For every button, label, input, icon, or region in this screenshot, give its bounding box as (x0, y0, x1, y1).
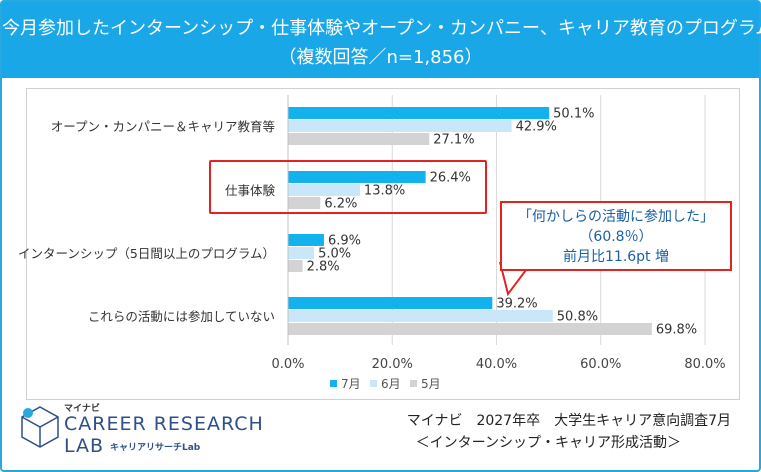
legend-swatch (330, 380, 337, 387)
data-label: 6.2% (324, 197, 357, 212)
bar-jul (288, 297, 493, 309)
career-research-lab-logo: マイナビ CAREER RESEARCH LAB キャリアリサーチLab (18, 395, 263, 457)
bar-jul (288, 171, 426, 183)
category-label: 仕事体験 (225, 183, 276, 198)
data-label: 27.1% (433, 133, 474, 148)
callout-box: 「何かしらの活動に参加した」 （60.8％） 前月比11.6pt 増 (500, 201, 732, 271)
bar-jun (288, 247, 315, 259)
data-label: 26.4% (430, 171, 471, 186)
bar-jun (288, 310, 553, 322)
legend-label: 6月 (381, 377, 401, 391)
data-label: 2.8% (307, 260, 340, 275)
logo-brand: マイナビ (64, 404, 100, 414)
category-label: これらの活動には参加していない (88, 309, 275, 324)
callout-line3: 前月比11.6pt 増 (563, 249, 669, 265)
bar-may (288, 260, 303, 272)
logo-line1: CAREER RESEARCH (64, 413, 264, 435)
data-label: 5.0% (318, 247, 351, 262)
cube-logo-icon (21, 406, 59, 448)
bar-jul (288, 107, 550, 119)
data-label: 13.8% (364, 184, 405, 199)
plot-area (26, 88, 740, 400)
bar-jun (288, 120, 512, 132)
source-line1: マイナビ 2027年卒 大学生キャリア意向調査7月 (406, 413, 731, 429)
legend-label: 7月 (341, 377, 361, 391)
bar-jul (288, 234, 324, 246)
logo-line2: LAB (64, 435, 105, 457)
x-tick-label: 60.0% (580, 357, 621, 372)
data-label: 69.8% (656, 323, 697, 338)
chart-header: 今月参加したインターンシップ・仕事体験やオープン・カンパニー、キャリア教育のプロ… (2, 2, 761, 78)
data-label: 50.1% (553, 107, 594, 122)
chart-subtitle: （複数回答／n=1,856） (278, 47, 483, 68)
category-label: オープン・カンパニー＆キャリア教育等 (51, 119, 275, 134)
bar-may (288, 133, 430, 145)
legend-swatch (370, 380, 377, 387)
bar-jun (288, 184, 360, 196)
data-label: 6.9% (328, 234, 361, 249)
legend-label: 5月 (421, 377, 441, 391)
x-tick-label: 20.0% (372, 357, 413, 372)
chart-title: 今月参加したインターンシップ・仕事体験やオープン・カンパニー、キャリア教育のプロ… (2, 18, 761, 39)
x-tick-label: 0.0% (271, 357, 304, 372)
x-tick-label: 40.0% (476, 357, 517, 372)
data-label: 42.9% (516, 120, 557, 135)
bar-may (288, 323, 652, 335)
logo-line3: キャリアリサーチLab (110, 443, 201, 453)
legend-swatch (410, 380, 417, 387)
callout-line1: 「何かしらの活動に参加した」 (518, 209, 714, 225)
data-label: 39.2% (496, 297, 537, 312)
source-line2: ＜インターンシップ・キャリア形成活動＞ (415, 435, 681, 451)
bar-may (288, 197, 321, 209)
data-label: 50.8% (557, 310, 598, 325)
callout-line2: （60.8％） (579, 229, 653, 245)
x-tick-label: 80.0% (684, 357, 725, 372)
category-label: インターンシップ（5日間以上のプログラム） (18, 246, 275, 261)
highlight-box-shigoto-taiken (209, 160, 487, 214)
